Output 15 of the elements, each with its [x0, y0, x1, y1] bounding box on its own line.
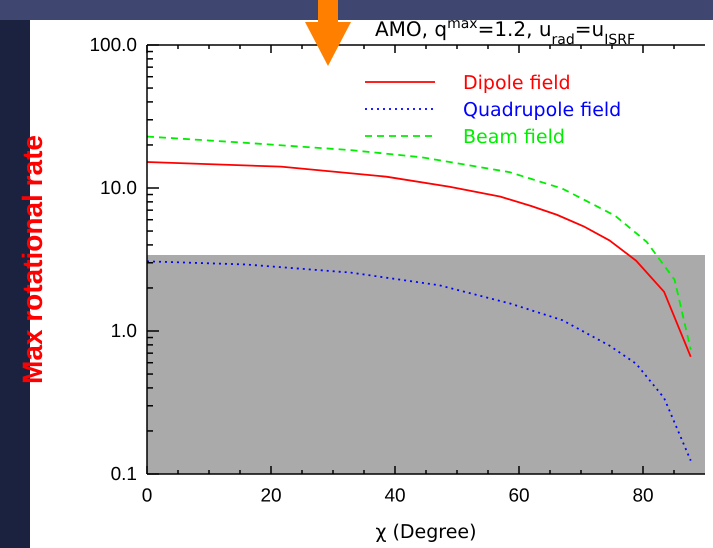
x-tick-label: 80 — [632, 485, 654, 506]
chart-title: AMO, q$^{max}$=1.2, u$_{rad}$=u$_{ISRF}$ — [374, 16, 636, 48]
y-tick-label: 100.0 — [89, 35, 137, 56]
legend-label: Beam field — [463, 126, 565, 148]
y-tick-label: 0.1 — [110, 464, 137, 486]
x-tick-label: 0 — [142, 485, 152, 506]
x-tick-label: 40 — [384, 485, 406, 506]
x-tick-label: 60 — [508, 485, 530, 506]
legend-label: Dipole field — [463, 72, 571, 94]
x-axis-title: χ (Degree) — [376, 521, 476, 543]
legend-label: Quadrupole field — [463, 99, 622, 121]
y-axis-title: Max rotational rate — [17, 135, 48, 384]
x-tick-label: 20 — [260, 485, 282, 506]
y-tick-label: 10.0 — [100, 178, 137, 200]
y-tick-label: 1.0 — [110, 321, 137, 342]
